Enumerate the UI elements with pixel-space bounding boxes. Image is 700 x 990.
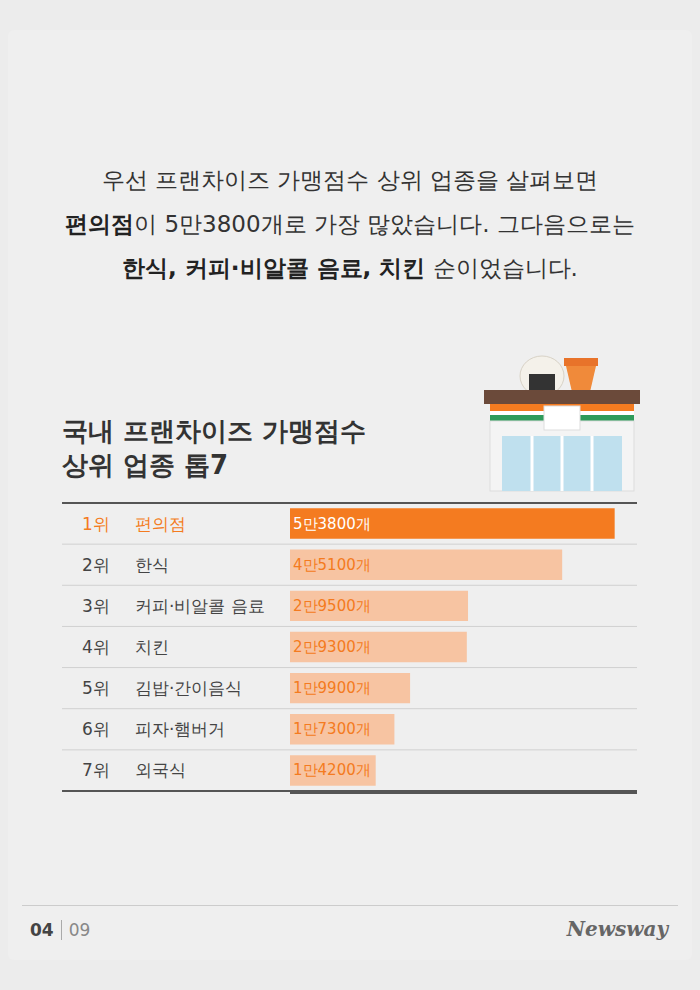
svg-text:2만9300개: 2만9300개: [293, 638, 371, 656]
svg-text:피자·햄버거: 피자·햄버거: [135, 719, 225, 739]
html-text:04: 04: [30, 920, 54, 940]
svg-text:4위: 4위: [82, 637, 110, 657]
html-text:09: 09: [68, 920, 91, 940]
html-text:국내 프랜차이즈 가맹점수 상위 업종 톱7: 국내 프랜차이즈 가맹점수 상위 업종 톱7: [62, 416, 367, 480]
svg-text:외국식: 외국식: [135, 760, 186, 780]
svg-text:1만9900개: 1만9900개: [293, 679, 371, 697]
svg-text:치킨: 치킨: [135, 637, 169, 657]
html-text:편의점이 5만3800개로 가장 많았습니다. 그다음으로는: 편의점이 5만3800개로 가장 많았습니다. 그다음으로는: [65, 211, 635, 237]
svg-text:5위: 5위: [82, 678, 110, 698]
svg-text:7위: 7위: [82, 760, 110, 780]
svg-text:1만7300개: 1만7300개: [293, 720, 371, 738]
svg-text:2만9500개: 2만9500개: [293, 597, 371, 615]
svg-text:한식: 한식: [135, 555, 169, 575]
svg-text:5만3800개: 5만3800개: [293, 515, 371, 533]
svg-text:편의점: 편의점: [135, 514, 186, 534]
html-text:한식, 커피·비알콜 음료, 치킨순이었습니다.: 한식, 커피·비알콜 음료, 치킨순이었습니다.: [122, 255, 578, 281]
svg-text:1위: 1위: [82, 514, 110, 534]
html-text:Newsway: Newsway: [566, 917, 668, 941]
svg-text:3위: 3위: [82, 596, 110, 616]
svg-text:2위: 2위: [82, 555, 110, 575]
svg-text:4만5100개: 4만5100개: [293, 556, 371, 574]
html-text:우선 프랜차이즈 가맹점수 상위 업종을 살펴보면: 우선 프랜차이즈 가맹점수 상위 업종을 살펴보면: [101, 167, 599, 193]
svg-text:커피·비알콜 음료: 커피·비알콜 음료: [135, 596, 265, 616]
svg-text:김밥·간이음식: 김밥·간이음식: [135, 678, 242, 698]
svg-text:1만4200개: 1만4200개: [293, 761, 371, 779]
svg-text:6위: 6위: [82, 719, 110, 739]
